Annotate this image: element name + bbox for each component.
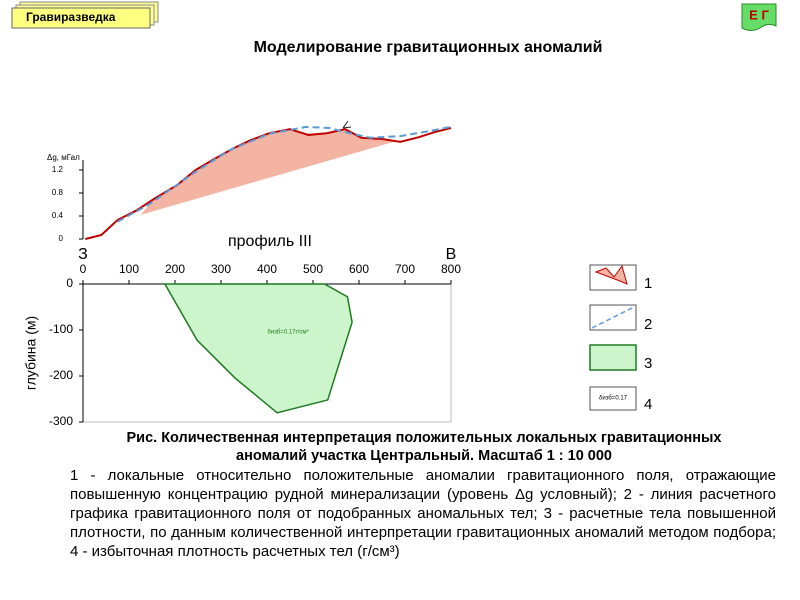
y-tick-label: 0.4: [52, 211, 64, 220]
badge-text: Гравиразведка: [26, 10, 116, 24]
y-tick-label: -200: [49, 368, 73, 382]
legend-density: δизб=0.17: [599, 396, 628, 402]
left-label: З: [78, 246, 88, 263]
legend-box: [589, 304, 637, 331]
y-axis-label: глубина (м): [23, 316, 39, 390]
caption-title: Рис. Количественная интерпретация положи…: [127, 430, 722, 446]
x-axis-label: профиль III: [228, 233, 312, 250]
legend-label: 4: [644, 396, 652, 413]
x-tick-label: 500: [303, 262, 323, 276]
x-tick-label: 0: [80, 262, 87, 276]
body-label: δизб=0.17г/см³: [268, 330, 309, 336]
caption-text: 1 - локальные относительно положительные…: [70, 467, 776, 560]
series-line: [117, 125, 452, 223]
y-axis-label: Δg, мГал: [47, 153, 80, 162]
x-tick-label: 600: [349, 262, 369, 276]
y-tick-label: 0: [59, 234, 64, 243]
density-body: [163, 283, 353, 414]
y-tick-label: -100: [49, 322, 73, 336]
arrow: [342, 120, 352, 129]
y-tick-label: -300: [49, 414, 73, 428]
legend-label: 3: [644, 355, 652, 372]
x-tick-label: 800: [441, 262, 461, 276]
anomaly-fill: [140, 129, 396, 215]
title: Моделирование гравитационных аномалий: [254, 39, 603, 56]
right-label: В: [446, 246, 457, 263]
corner-badge: [741, 3, 777, 31]
corner-text: Е Г: [749, 7, 769, 22]
x-tick-label: 300: [211, 262, 231, 276]
x-tick-label: 700: [395, 262, 415, 276]
y-tick-label: 0.8: [52, 188, 64, 197]
legend-label: 2: [644, 316, 652, 333]
legend-box: [589, 386, 637, 411]
legend-icon: [594, 264, 628, 285]
badge: [11, 7, 151, 29]
y-tick-label: 0: [66, 276, 73, 290]
legend-label: 1: [644, 275, 652, 292]
x-tick-label: 200: [165, 262, 185, 276]
y-tick-label: 1.2: [52, 165, 64, 174]
legend-box: [589, 344, 637, 371]
x-tick-label: 100: [119, 262, 139, 276]
x-tick-label: 400: [257, 262, 277, 276]
caption-title: аномалий участка Центральный. Масштаб 1 …: [236, 448, 612, 464]
